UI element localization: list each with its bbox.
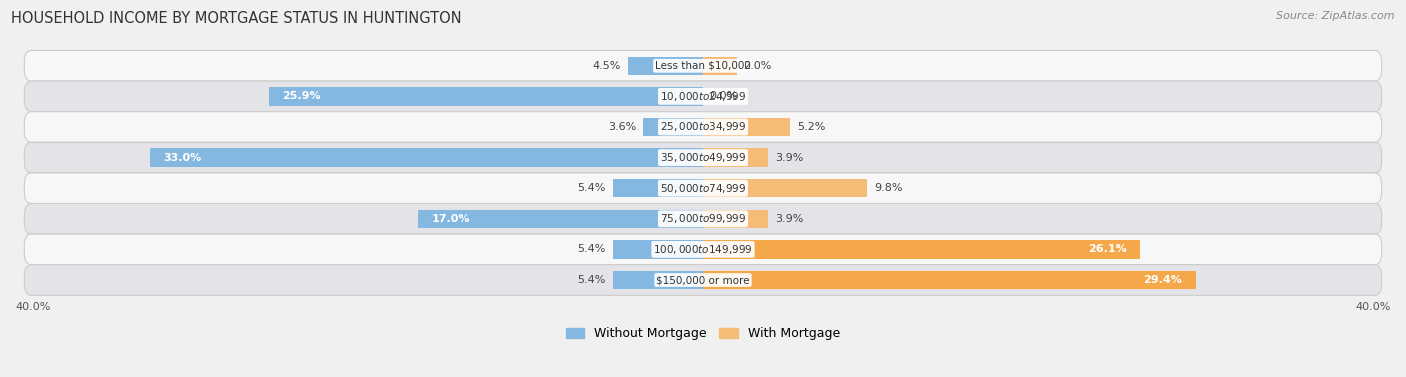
Text: Source: ZipAtlas.com: Source: ZipAtlas.com [1277,11,1395,21]
Bar [703,271,1195,289]
Text: $75,000 to $99,999: $75,000 to $99,999 [659,212,747,225]
Text: 3.9%: 3.9% [775,214,803,224]
Text: 33.0%: 33.0% [163,153,201,162]
FancyBboxPatch shape [24,81,1382,112]
Legend: Without Mortgage, With Mortgage: Without Mortgage, With Mortgage [561,322,845,345]
Text: 26.1%: 26.1% [1088,244,1128,254]
Bar [703,240,1140,259]
Bar [703,57,737,75]
FancyBboxPatch shape [24,51,1382,81]
Text: 3.9%: 3.9% [775,153,803,162]
Bar [613,271,703,289]
Text: 25.9%: 25.9% [283,91,321,101]
Bar [643,118,703,136]
Text: 17.0%: 17.0% [432,214,470,224]
Text: $25,000 to $34,999: $25,000 to $34,999 [659,121,747,133]
Bar [703,210,768,228]
Text: 0.0%: 0.0% [710,91,738,101]
Text: $100,000 to $149,999: $100,000 to $149,999 [654,243,752,256]
Text: 5.4%: 5.4% [578,275,606,285]
Bar [703,179,868,198]
Bar [150,149,703,167]
Bar [627,57,703,75]
Text: HOUSEHOLD INCOME BY MORTGAGE STATUS IN HUNTINGTON: HOUSEHOLD INCOME BY MORTGAGE STATUS IN H… [11,11,463,26]
Text: $150,000 or more: $150,000 or more [657,275,749,285]
Bar [613,240,703,259]
Text: 5.2%: 5.2% [797,122,825,132]
Bar [703,149,768,167]
FancyBboxPatch shape [24,265,1382,295]
FancyBboxPatch shape [24,173,1382,204]
Bar [703,118,790,136]
Text: $50,000 to $74,999: $50,000 to $74,999 [659,182,747,195]
Text: 2.0%: 2.0% [744,61,772,71]
Text: 4.5%: 4.5% [592,61,621,71]
Text: 5.4%: 5.4% [578,183,606,193]
Bar [269,87,703,106]
Text: 3.6%: 3.6% [607,122,636,132]
FancyBboxPatch shape [24,234,1382,265]
FancyBboxPatch shape [24,142,1382,173]
Text: 29.4%: 29.4% [1143,275,1182,285]
Text: $10,000 to $24,999: $10,000 to $24,999 [659,90,747,103]
FancyBboxPatch shape [24,112,1382,142]
Bar [613,179,703,198]
FancyBboxPatch shape [24,204,1382,234]
Text: Less than $10,000: Less than $10,000 [655,61,751,71]
Text: 5.4%: 5.4% [578,244,606,254]
Text: $35,000 to $49,999: $35,000 to $49,999 [659,151,747,164]
Bar [418,210,703,228]
Text: 9.8%: 9.8% [875,183,903,193]
